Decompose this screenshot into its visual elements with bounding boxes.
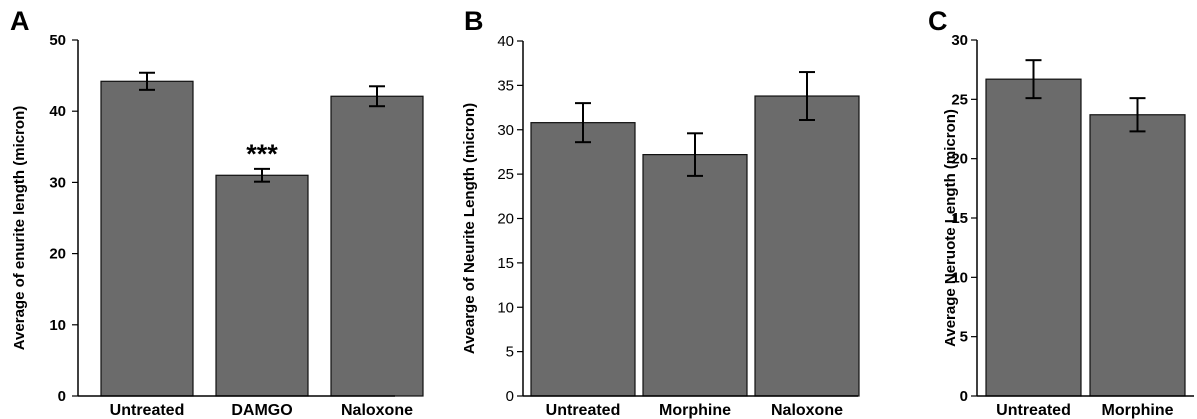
error-bar-morphine	[687, 132, 703, 177]
y-tick-label: 10	[497, 299, 514, 316]
error-bar-untreated	[139, 71, 155, 91]
category-label-naloxone: Naloxone	[341, 402, 413, 419]
error-bar-naloxone	[799, 71, 815, 121]
category-label-untreated: Untreated	[110, 402, 185, 419]
panel-letter: B	[464, 6, 484, 36]
y-tick-label: 25	[497, 166, 514, 183]
y-axis-label: Avearge of Neurite Length (micron)	[461, 103, 478, 354]
error-bar-untreated	[575, 102, 591, 144]
y-tick-label: 0	[960, 388, 968, 405]
panel-c: C Average Neruote Length (micron) 0 5 10 15 20…	[928, 6, 1194, 419]
bar-naloxone	[330, 95, 424, 397]
panel-b: B Avearge of Neurite Length (micron) 0 5 10 1…	[461, 6, 860, 419]
y-tick-label: 30	[497, 122, 514, 139]
y-tick-label: 30	[49, 174, 66, 191]
y-tick-label: 30	[951, 32, 968, 49]
bar-untreated	[530, 122, 636, 397]
y-tick-label: 35	[497, 77, 514, 94]
error-bar-naloxone	[369, 85, 385, 108]
panel-letter: C	[928, 6, 948, 36]
y-axis-label: Average of enurite length (micron)	[11, 106, 28, 350]
y-tick-label: 20	[497, 211, 514, 228]
y-axis-label: Average Neruote Length (micron)	[942, 109, 959, 347]
panel-a: A Average of enurite length (micron) 0 10 20…	[10, 6, 424, 419]
error-bar-untreated	[1025, 59, 1042, 100]
error-bar-morphine	[1129, 97, 1146, 133]
y-tick-label: 10	[49, 317, 66, 334]
y-tick-label: 0	[506, 388, 514, 405]
y-tick-label: 50	[49, 32, 66, 49]
y-tick-label: 25	[951, 91, 968, 108]
bar-untreated	[985, 78, 1082, 397]
category-label-naloxone: Naloxone	[771, 402, 843, 419]
y-tick-label: 5	[960, 329, 968, 346]
error-bar-damgo	[254, 167, 270, 183]
y-tick-label: 40	[497, 33, 514, 50]
category-label-damgo: DAMGO	[231, 402, 292, 419]
significance-marker: ***	[246, 139, 278, 169]
y-tick-label: 15	[497, 255, 514, 272]
panel-letter: A	[10, 6, 30, 36]
bar-morphine	[1089, 114, 1186, 397]
y-tick-label: 15	[951, 210, 968, 227]
y-tick-label: 10	[951, 269, 968, 286]
bar-morphine	[642, 154, 748, 397]
bar-untreated	[100, 80, 194, 397]
y-tick-label: 0	[58, 388, 66, 405]
bar-naloxone	[754, 95, 860, 397]
category-label-morphine: Morphine	[659, 402, 731, 419]
category-label-morphine: Morphine	[1102, 402, 1174, 419]
category-label-untreated: Untreated	[996, 402, 1071, 419]
category-label-untreated: Untreated	[546, 402, 621, 419]
y-tick-label: 5	[506, 344, 514, 361]
bar-damgo	[215, 174, 309, 397]
y-tick-label: 20	[951, 151, 968, 168]
y-tick-label: 20	[49, 246, 66, 263]
y-tick-label: 40	[49, 103, 66, 120]
